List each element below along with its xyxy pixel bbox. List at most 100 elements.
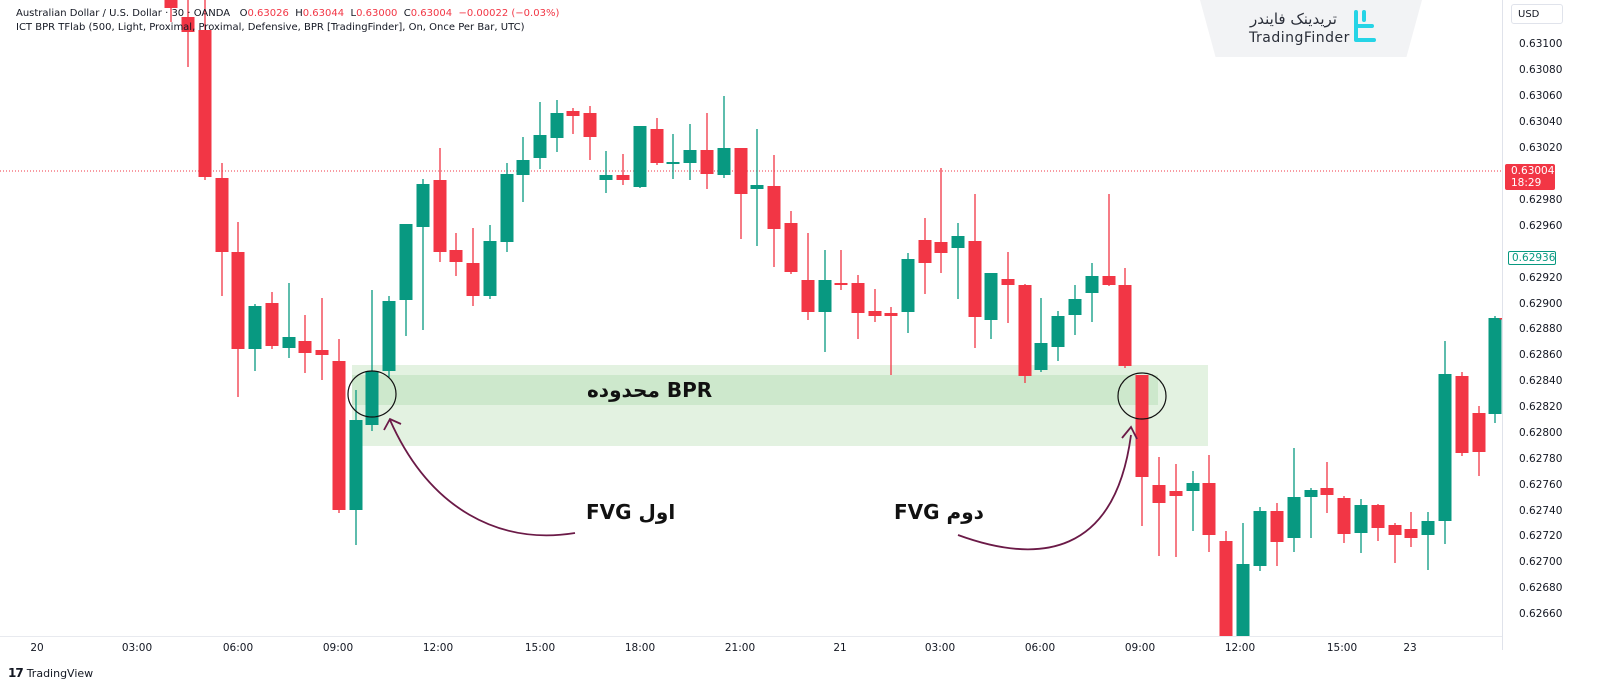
- bpr-zone-label: محدوده BPR: [587, 378, 713, 402]
- time-tick-label: 21:00: [724, 642, 756, 654]
- candle-body: [1169, 491, 1183, 496]
- indicator-legend-row[interactable]: ICT BPR TFlab (500, Light, Proximal, Pro…: [16, 22, 525, 33]
- candle-body: [1219, 541, 1233, 636]
- candle-body: [818, 280, 832, 312]
- candlestick-chart[interactable]: [0, 0, 1502, 636]
- candle-body: [516, 160, 530, 175]
- candle-body: [1354, 505, 1368, 533]
- price-axis[interactable]: 0.63100 0.63080 0.63060 0.63040 0.63020 0.629…: [1502, 0, 1600, 650]
- arrowhead-icon: [383, 417, 402, 431]
- time-tick-label: 12:00: [1224, 642, 1256, 654]
- price-tick-label: 0.63080: [1519, 64, 1563, 76]
- candle-body: [215, 178, 229, 252]
- price-tick-label: 0.62880: [1519, 323, 1563, 335]
- candle-body: [1404, 529, 1418, 538]
- candle-body: [1488, 318, 1502, 414]
- price-tick-label: 0.62840: [1519, 375, 1563, 387]
- fvg-first-circle: [347, 370, 397, 418]
- candle-body: [298, 341, 312, 353]
- candle-body: [868, 311, 882, 316]
- candle-body: [349, 420, 363, 510]
- candle-body: [1421, 521, 1435, 535]
- currency-button[interactable]: USD: [1511, 4, 1563, 24]
- time-tick-label: 23: [1403, 642, 1417, 654]
- candle-body: [884, 313, 898, 316]
- candle-body: [1034, 343, 1048, 370]
- close-value: 0.63004: [410, 8, 453, 19]
- time-tick-label: 06:00: [1024, 642, 1056, 654]
- candle-body: [1018, 285, 1032, 376]
- candle-body: [282, 337, 296, 348]
- candle-body: [416, 184, 430, 227]
- candle-body: [616, 175, 630, 180]
- candle-body: [934, 242, 948, 253]
- candle-body: [700, 150, 714, 174]
- price-tick-label: 0.63100: [1519, 38, 1563, 50]
- fvg-second-label: FVG دوم: [894, 500, 984, 524]
- watermark-background: [1200, 0, 1422, 57]
- candle-body: [1085, 276, 1099, 293]
- candle-body: [1152, 485, 1166, 503]
- candle-body: [951, 236, 965, 248]
- candle-body: [583, 113, 597, 137]
- watermark-persian-text: تریدینک فایندر: [1250, 10, 1337, 28]
- candle-body: [1001, 279, 1015, 285]
- price-tick-label: 0.62680: [1519, 582, 1563, 594]
- price-tick-label: 0.63020: [1519, 142, 1563, 154]
- candle-body: [650, 129, 664, 163]
- time-tick-label: 15:00: [524, 642, 556, 654]
- time-axis[interactable]: 20 03:00 06:00 09:00 12:00 15:00 18:00 21:00 21 0…: [0, 636, 1502, 659]
- candle-body: [1371, 505, 1385, 528]
- tradingview-branding[interactable]: 17 TradingView: [8, 666, 93, 680]
- candle-body: [1320, 488, 1334, 495]
- candle-body: [1270, 511, 1284, 542]
- candle-body: [1337, 498, 1351, 534]
- indicator-price-label: 0.62936: [1508, 251, 1556, 265]
- price-tick-label: 0.62820: [1519, 401, 1563, 413]
- price-tick-label: 0.62780: [1519, 453, 1563, 465]
- time-tick-label: 03:00: [121, 642, 153, 654]
- candle-body: [164, 0, 178, 8]
- candle-body: [984, 273, 998, 320]
- candle-body: [1253, 511, 1267, 566]
- candle-body: [315, 350, 329, 355]
- high-value: 0.63044: [302, 8, 345, 19]
- candle-body: [399, 224, 413, 300]
- candle-body: [483, 241, 497, 296]
- candle-body: [198, 30, 212, 177]
- price-tick-label: 0.62740: [1519, 505, 1563, 517]
- candle-body: [332, 361, 346, 510]
- time-tick-label: 15:00: [1326, 642, 1358, 654]
- symbol-legend-row[interactable]: Australian Dollar / U.S. Dollar · 30 · O…: [16, 8, 560, 19]
- fvg-first-arrow: [389, 419, 576, 537]
- candle-body: [633, 126, 647, 187]
- price-tick-label: 0.62900: [1519, 298, 1563, 310]
- arrowhead-icon: [1121, 425, 1138, 440]
- fvg-first-label: FVG اول: [586, 500, 676, 524]
- time-tick-label: 21: [833, 642, 847, 654]
- candle-body: [365, 371, 379, 425]
- candle-body: [801, 280, 815, 312]
- change-value: −0.00022 (−0.03%): [458, 8, 560, 19]
- candle-body: [1438, 374, 1452, 521]
- tradingview-name: TradingView: [26, 666, 94, 680]
- candle-body: [968, 241, 982, 317]
- candle-body: [550, 113, 564, 138]
- candle-body: [1472, 413, 1486, 452]
- price-tick-label: 0.62720: [1519, 530, 1563, 542]
- candle-body: [918, 240, 932, 263]
- candle-body: [248, 306, 262, 349]
- fvg-second-arrow: [957, 434, 1132, 551]
- candle-body: [265, 303, 279, 346]
- price-tick-label: 0.62660: [1519, 608, 1563, 620]
- price-tick-label: 0.63060: [1519, 90, 1563, 102]
- candle-body: [1202, 483, 1216, 535]
- time-tick-label: 06:00: [222, 642, 254, 654]
- chart-legend: Australian Dollar / U.S. Dollar · 30 · O…: [16, 7, 559, 35]
- candle-body: [1287, 497, 1301, 538]
- candle-body: [181, 17, 195, 32]
- candle-body: [717, 148, 731, 175]
- price-tick-label: 0.62760: [1519, 479, 1563, 491]
- last-price-label: 0.63004 18:29: [1505, 164, 1555, 190]
- tradingfinder-logo-icon: [1354, 10, 1376, 42]
